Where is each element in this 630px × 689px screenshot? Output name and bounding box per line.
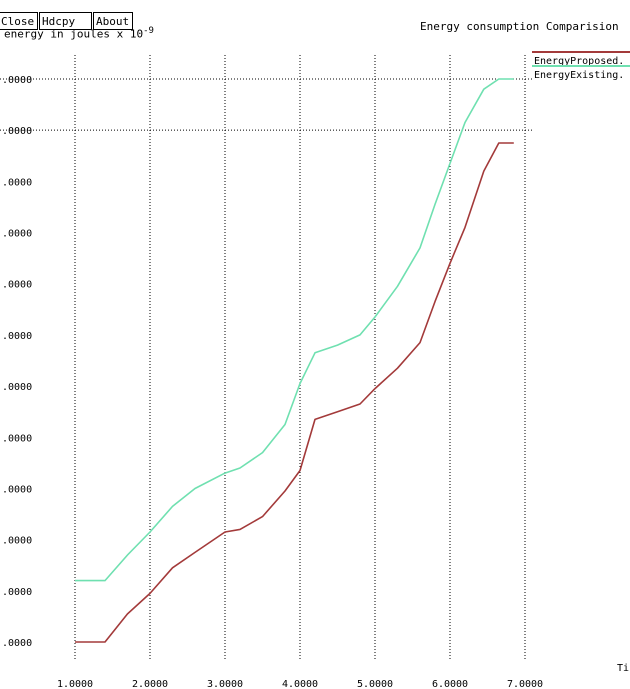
y-tick-label: .0000	[2, 177, 32, 188]
legend: EnergyProposed. EnergyExisting.	[532, 51, 630, 81]
x-tick-label: 7.0000	[507, 679, 543, 689]
chart-title: Energy consumption Comparision	[420, 20, 619, 33]
y-axis-label: energy in joules x 10-9	[4, 26, 154, 41]
y-tick-label: .0000	[2, 126, 32, 137]
grid	[0, 55, 532, 660]
y-tick-label: .0000	[2, 331, 32, 342]
about-button[interactable]: About	[93, 12, 133, 30]
series-lines	[75, 78, 514, 643]
y-tick-label: .0000	[2, 587, 32, 598]
x-tick-label: 6.0000	[432, 679, 468, 689]
y-tick-label: .0000	[2, 280, 32, 291]
close-button[interactable]: Close	[0, 12, 38, 30]
series-line-proposed	[75, 142, 514, 643]
x-tick-label: 4.0000	[282, 679, 318, 689]
y-tick-label: .0000	[2, 484, 32, 495]
legend-label: EnergyExisting.	[534, 70, 624, 81]
x-tick-label: 1.0000	[57, 679, 93, 689]
y-axis-label-exponent: -9	[143, 26, 154, 36]
x-axis-label: Ti	[617, 663, 629, 674]
hardcopy-button[interactable]: Hdcpy	[39, 12, 92, 30]
x-tick-label: 2.0000	[132, 679, 168, 689]
y-axis-label-text: energy in joules x 10	[4, 27, 144, 41]
y-tick-label: .0000	[2, 536, 32, 547]
x-tick-label: 3.0000	[207, 679, 243, 689]
y-tick-label: .0000	[2, 638, 32, 649]
toolbar: Close Hdcpy About	[0, 0, 630, 30]
y-tick-label: .0000	[2, 433, 32, 444]
y-tick-label: .0000	[2, 229, 32, 240]
y-tick-label: .0000	[2, 382, 32, 393]
y-tick-label: .0000	[2, 75, 32, 86]
series-line-existing	[75, 78, 514, 582]
legend-label: EnergyProposed.	[534, 56, 624, 67]
tick-labels: 1.0000 2.0000 3.0000 4.0000 5.0000 6.0000 7.00…	[2, 75, 543, 689]
x-tick-label: 5.0000	[357, 679, 393, 689]
